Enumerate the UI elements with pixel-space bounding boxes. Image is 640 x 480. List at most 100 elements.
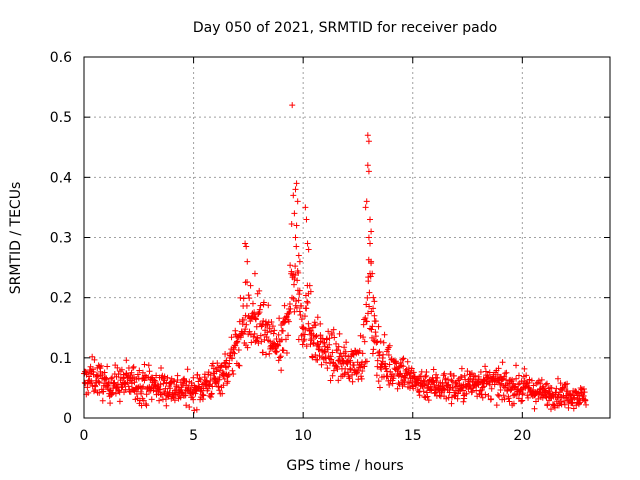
data-point — [373, 339, 380, 346]
data-point — [363, 318, 370, 325]
data-point — [307, 337, 314, 344]
data-point — [153, 372, 160, 379]
data-point — [423, 369, 430, 376]
data-point — [285, 318, 292, 325]
data-point — [347, 366, 354, 373]
data-point — [171, 397, 178, 404]
y-tick-label: 0.1 — [50, 351, 72, 367]
data-point — [374, 363, 381, 370]
data-point — [496, 393, 503, 400]
data-point — [321, 343, 328, 350]
data-point — [226, 371, 233, 378]
data-point — [128, 369, 135, 376]
data-point — [440, 372, 447, 379]
data-point — [408, 365, 415, 372]
data-point — [291, 210, 298, 217]
data-point — [162, 396, 169, 403]
data-point — [292, 186, 299, 193]
data-point — [266, 350, 273, 357]
data-point — [118, 366, 125, 373]
data-point — [248, 339, 255, 346]
data-point — [197, 388, 204, 395]
data-point — [302, 204, 309, 211]
data-point — [357, 364, 364, 371]
chart-title: Day 050 of 2021, SRMTID for receiver pad… — [193, 20, 497, 36]
data-point — [112, 390, 119, 397]
data-point — [370, 305, 377, 312]
data-point — [190, 396, 197, 403]
x-axis-title: GPS time / hours — [286, 458, 403, 474]
data-point — [107, 400, 114, 407]
data-point — [247, 318, 254, 325]
data-point — [125, 383, 132, 390]
y-tick-label: 0 — [63, 411, 72, 427]
data-point — [290, 192, 297, 199]
data-point — [318, 361, 325, 368]
data-point — [515, 372, 522, 379]
data-point — [442, 375, 449, 382]
data-point — [368, 308, 375, 315]
data-point — [499, 359, 506, 366]
data-point — [271, 340, 278, 347]
data-point — [548, 384, 555, 391]
data-point — [251, 270, 258, 277]
data-point — [312, 322, 319, 329]
data-point — [229, 367, 236, 374]
data-point — [109, 374, 116, 381]
data-point — [304, 298, 311, 305]
data-point — [114, 381, 121, 388]
data-point — [296, 308, 303, 315]
data-point — [219, 369, 226, 376]
data-point — [157, 381, 164, 388]
data-point — [242, 312, 249, 319]
data-points — [81, 102, 590, 414]
data-point — [463, 390, 470, 397]
data-point — [312, 352, 319, 359]
data-point — [301, 313, 308, 320]
data-point — [266, 325, 273, 332]
data-point — [279, 327, 286, 334]
data-point — [413, 380, 420, 387]
data-point — [311, 319, 318, 326]
data-point — [316, 352, 323, 359]
data-point — [240, 316, 247, 323]
y-tick-label: 0.5 — [50, 110, 72, 126]
data-point — [467, 371, 474, 378]
data-point — [465, 386, 472, 393]
data-point — [270, 339, 277, 346]
data-point — [295, 269, 302, 276]
data-point — [256, 306, 263, 313]
data-point — [138, 385, 145, 392]
data-point — [482, 391, 489, 398]
data-point — [544, 401, 551, 408]
axis-ticks: 0 5 10 15 20 0 0.1 0.2 0.3 0.4 0.5 0.6 — [50, 50, 610, 444]
data-point — [164, 374, 171, 381]
data-point — [417, 373, 424, 380]
data-point — [216, 373, 223, 380]
data-point — [293, 243, 300, 250]
data-point — [303, 216, 310, 223]
data-point — [142, 401, 149, 408]
data-point — [334, 346, 341, 353]
data-point — [363, 358, 370, 365]
data-point — [323, 359, 330, 366]
data-point — [197, 376, 204, 383]
data-point — [524, 379, 531, 386]
data-point — [194, 371, 201, 378]
data-point — [281, 319, 288, 326]
data-point — [448, 400, 455, 407]
data-point — [304, 240, 311, 247]
data-point — [364, 310, 371, 317]
data-point — [143, 391, 150, 398]
data-point — [458, 374, 465, 381]
data-point — [316, 346, 323, 353]
data-point — [342, 348, 349, 355]
x-tick-label: 20 — [513, 428, 531, 444]
data-point — [280, 347, 287, 354]
data-point — [234, 338, 241, 345]
data-point — [415, 377, 422, 384]
data-point — [178, 388, 185, 395]
data-point — [472, 372, 479, 379]
data-point — [364, 162, 371, 169]
data-point — [96, 363, 103, 370]
